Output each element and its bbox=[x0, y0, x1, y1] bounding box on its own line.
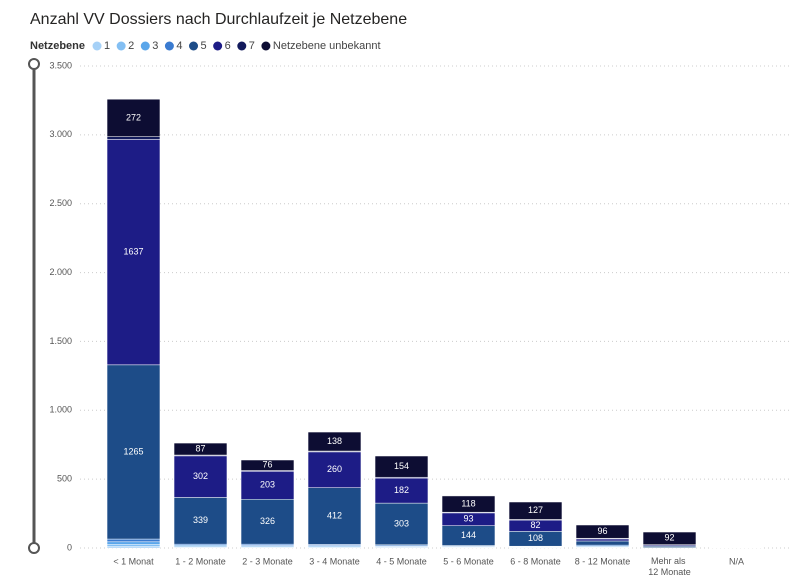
legend-label: 4 bbox=[176, 40, 182, 52]
legend-label: 1 bbox=[104, 40, 110, 52]
x-tick-label: 3 - 4 Monate bbox=[309, 556, 360, 566]
value-label: 412 bbox=[327, 510, 342, 520]
y-tick-label: 0 bbox=[67, 542, 72, 552]
legend-title: Netzebene bbox=[30, 40, 85, 52]
x-tick-label: 2 - 3 Monate bbox=[242, 556, 293, 566]
bar-segment bbox=[374, 477, 429, 504]
value-label: 92 bbox=[664, 533, 674, 543]
chart-title: Anzahl VV Dossiers nach Durchlaufzeit je… bbox=[30, 11, 407, 28]
bar-segment bbox=[106, 364, 161, 540]
bar-segment bbox=[240, 459, 295, 471]
legend-label: 7 bbox=[249, 40, 255, 52]
legend-label: 5 bbox=[201, 40, 207, 52]
bar-segment bbox=[106, 544, 161, 547]
value-label: 138 bbox=[327, 436, 342, 446]
bar-segment bbox=[106, 98, 161, 137]
bar-segment bbox=[575, 538, 630, 542]
bar-segment bbox=[374, 455, 429, 478]
legend-marker bbox=[261, 41, 271, 51]
x-tick-label: Mehr als 12 Monate bbox=[648, 556, 691, 577]
bar-segment bbox=[173, 442, 228, 456]
bar-segment bbox=[642, 531, 697, 545]
y-tick-label: 500 bbox=[57, 474, 72, 484]
value-label: 1637 bbox=[123, 246, 143, 256]
value-label: 87 bbox=[195, 443, 205, 453]
value-label: 182 bbox=[394, 485, 409, 495]
value-label: 127 bbox=[528, 505, 543, 515]
range-slider-handle[interactable] bbox=[28, 542, 40, 554]
legend-marker bbox=[164, 41, 174, 51]
value-label: 76 bbox=[262, 460, 272, 470]
bar-segment bbox=[575, 540, 630, 546]
y-tick-label: 1.000 bbox=[49, 405, 72, 415]
value-label: 144 bbox=[461, 530, 476, 540]
legend-marker bbox=[140, 41, 150, 51]
y-tick-label: 3.500 bbox=[49, 60, 72, 70]
value-label: 339 bbox=[193, 515, 208, 525]
legend-marker bbox=[116, 41, 126, 51]
x-tick-label: N/A bbox=[729, 556, 744, 566]
value-label: 203 bbox=[260, 480, 275, 490]
y-tick-label: 2.500 bbox=[49, 198, 72, 208]
value-label: 272 bbox=[126, 112, 141, 122]
legend-label: 3 bbox=[152, 40, 158, 52]
value-label: 326 bbox=[260, 516, 275, 526]
value-label: 118 bbox=[461, 498, 475, 508]
legend-marker bbox=[213, 41, 223, 51]
bar-segment bbox=[307, 487, 362, 545]
legend-label: 6 bbox=[225, 40, 231, 52]
x-tick-label: 5 - 6 Monate bbox=[443, 556, 494, 566]
range-slider-handle[interactable] bbox=[28, 58, 40, 70]
value-label: 96 bbox=[597, 526, 607, 536]
bar-segment bbox=[441, 495, 496, 513]
x-tick-label: 8 - 12 Monate bbox=[575, 556, 631, 566]
value-label: 260 bbox=[327, 464, 342, 474]
value-label: 93 bbox=[463, 514, 473, 524]
x-tick-label: 4 - 5 Monate bbox=[376, 556, 427, 566]
y-tick-label: 2.000 bbox=[49, 267, 72, 277]
bar-segment bbox=[106, 136, 161, 140]
bar-segment bbox=[240, 471, 295, 500]
bar-segment bbox=[106, 541, 161, 545]
bar-segment bbox=[307, 431, 362, 452]
bar-segment bbox=[106, 538, 161, 543]
bar-segment bbox=[307, 451, 362, 488]
legend-label: Netzebene unbekannt bbox=[273, 40, 381, 52]
bar-segment bbox=[575, 524, 630, 539]
x-tick-label: 6 - 8 Monate bbox=[510, 556, 561, 566]
x-tick-label: 1 - 2 Monate bbox=[175, 556, 226, 566]
y-tick-label: 3.000 bbox=[49, 129, 72, 139]
value-label: 303 bbox=[394, 518, 409, 528]
x-tick-label: < 1 Monat bbox=[113, 556, 154, 566]
legend-marker bbox=[92, 41, 102, 51]
value-label: 302 bbox=[193, 471, 208, 481]
bar-segment bbox=[508, 501, 563, 520]
value-label: 154 bbox=[394, 461, 409, 471]
legend-label: 2 bbox=[128, 40, 134, 52]
legend-marker bbox=[189, 41, 199, 51]
value-label: 108 bbox=[528, 533, 543, 543]
legend-marker bbox=[237, 41, 247, 51]
value-label: 1265 bbox=[123, 446, 143, 456]
value-label: 82 bbox=[530, 520, 540, 530]
bar-segment bbox=[106, 139, 161, 366]
y-tick-label: 1.500 bbox=[49, 336, 72, 346]
